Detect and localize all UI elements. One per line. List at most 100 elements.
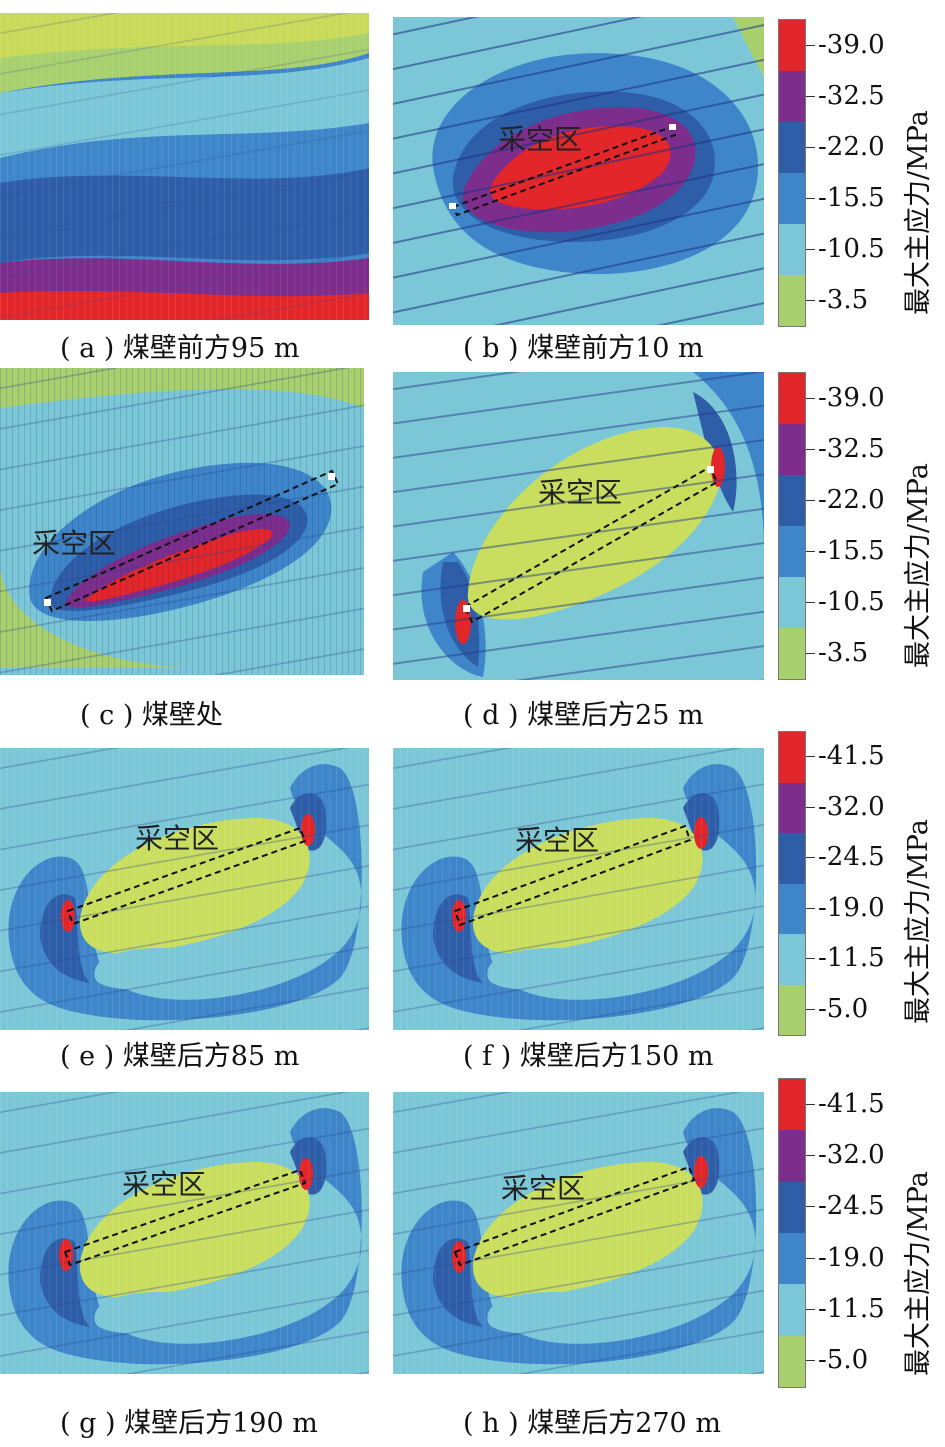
colorbar-tickmark [806,197,815,199]
colorbar-tick-label: -22.0 [818,131,885,162]
colorbar-tickmark [806,95,815,97]
colorbar-tickmark [806,1008,815,1010]
colorbar-swatch [779,475,805,526]
colorbar-tick-label: -10.5 [818,586,885,617]
colorbar-tick-label: -11.5 [818,943,885,974]
colorbar-swatch [779,275,805,326]
colorbar-tickmark [806,299,815,301]
goaf-label: 采空区 [135,822,219,855]
colorbar-tickmark [806,806,815,808]
colorbar-tickmark [806,499,815,501]
colorbar-swatch [779,984,805,1035]
colorbar-swatch [779,1079,805,1131]
colorbar-swatch [779,1335,805,1387]
colorbar-tick-label: -15.5 [818,535,885,566]
colorbar-tick-label: -19.0 [818,1242,885,1273]
colorbar-swatch [779,424,805,475]
colorbar-tick-label: -3.5 [818,284,869,315]
colorbar-tick-label: -24.5 [818,842,885,873]
colorbar-title: 最大主应力/MPa [903,1171,934,1376]
colorbar-tickmark [806,958,815,960]
colorbar-tick-label: -41.5 [818,1088,885,1119]
colorbar-tickmark [806,907,815,909]
colorbar-tick-label: -39.0 [818,29,885,60]
colorbar-swatch [779,782,805,833]
colorbar-tickmark [806,601,815,603]
panel-caption-d: ( d ) 煤壁后方25 m [463,700,704,731]
panel-caption-c: ( c ) 煤壁处 [80,700,223,731]
goaf-label: 采空区 [32,527,116,560]
colorbar-tickmark [806,44,815,46]
goaf-label: 采空区 [501,1172,585,1205]
colorbar-4 [778,1078,806,1388]
colorbar-3 [778,731,806,1036]
colorbar-tick-label: -15.5 [818,182,885,213]
colorbar-tickmark [806,1206,815,1208]
colorbar-tickmark [806,1360,815,1362]
colorbar-tickmark [806,1155,815,1156]
colorbar-tick-label: -5.0 [818,993,869,1024]
colorbar-swatch [779,1232,805,1285]
panel-caption-a: ( a ) 煤壁前方95 m [60,333,300,364]
colorbar-swatch [779,71,805,122]
colorbar-tick-label: -32.5 [818,433,885,464]
colorbar-tick-label: -19.0 [818,892,885,923]
colorbar-tickmark [806,1103,815,1105]
colorbar-swatch [779,934,805,985]
contour-panel-f: 采空区 [393,748,764,1030]
colorbar-tick-label: -41.5 [818,741,885,772]
colorbar-swatch [779,526,805,577]
colorbar-tick-label: -22.0 [818,484,885,515]
panel-caption-b: ( b ) 煤壁前方10 m [463,333,704,364]
colorbar-tick-label: -24.5 [818,1191,885,1222]
contour-panel-c: 采空区 [0,368,364,675]
colorbar-swatch [779,122,805,173]
colorbar-swatch [779,1130,805,1182]
colorbar-tickmark [806,248,815,250]
colorbar-tick-label: -32.0 [818,1140,885,1170]
panel-caption-f: ( f ) 煤壁后方150 m [463,1041,714,1072]
goaf-label: 采空区 [498,123,582,156]
contour-panel-h: 采空区 [393,1092,764,1374]
colorbar-swatch [779,577,805,628]
contour-panel-e: 采空区 [0,748,369,1030]
panel-caption-h: ( h ) 煤壁后方270 m [463,1408,721,1439]
colorbar-tickmark [806,1257,815,1259]
colorbar-swatch [779,732,805,783]
contour-panel-d: 采空区 [393,372,764,680]
colorbar-swatch [779,1181,805,1233]
colorbar-swatch [779,833,805,884]
colorbar-tickmark [806,397,815,399]
contour-panel-b: 采空区 [393,17,764,325]
colorbar-swatch [779,173,805,224]
colorbar-tickmark [806,756,815,758]
colorbar-title: 最大主应力/MPa [903,110,934,315]
goaf-label: 采空区 [515,824,599,857]
colorbar-2 [778,372,806,680]
colorbar-swatch [779,20,805,71]
colorbar-swatch [779,1284,805,1336]
contour-panel-a [0,13,369,320]
colorbar-1 [778,19,806,327]
colorbar-tickmark [806,448,815,450]
contour-panel-g: 采空区 [0,1092,369,1374]
colorbar-swatch [779,224,805,275]
colorbar-tick-label: -39.0 [818,382,885,413]
goaf-label: 采空区 [538,476,622,509]
colorbar-tick-label: -11.5 [818,1294,885,1324]
panel-caption-e: ( e ) 煤壁后方85 m [60,1041,300,1072]
colorbar-swatch [779,628,805,679]
colorbar-tick-label: -32.0 [818,791,885,822]
colorbar-tickmark [806,857,815,859]
colorbar-swatch [779,373,805,424]
colorbar-tick-label: -3.5 [818,637,869,668]
colorbar-tickmark [806,146,815,148]
colorbar-tick-label: -5.0 [818,1345,869,1376]
colorbar-swatch [779,883,805,934]
colorbar-tickmark [806,652,815,654]
colorbar-tick-label: -32.5 [818,80,885,111]
panel-caption-g: ( g ) 煤壁后方190 m [60,1408,318,1439]
colorbar-tickmark [806,550,815,552]
colorbar-title: 最大主应力/MPa [903,819,934,1024]
goaf-label: 采空区 [122,1168,206,1201]
